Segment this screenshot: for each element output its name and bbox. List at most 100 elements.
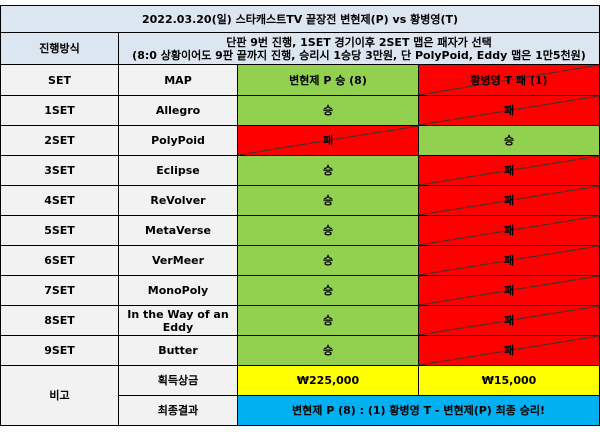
cell-text: 진행방식: [39, 42, 80, 55]
cell-text: 승: [322, 164, 334, 177]
cell-text: 패: [503, 254, 515, 267]
set-label: 4SET: [0, 185, 119, 216]
cell-text: 2022.03.20(일) 스타캐스트TV 끝장전 변현제(P) vs 황병영(…: [142, 12, 458, 26]
cell-text: Eclipse: [156, 164, 200, 177]
result: 패: [418, 245, 600, 276]
cell-text: 패: [503, 314, 515, 327]
set-row: 6SET VerMeer 승 패: [0, 245, 600, 276]
title-row: 2022.03.20(일) 스타캐스트TV 끝장전 변현제(P) vs 황병영(…: [0, 5, 600, 33]
map-name: VerMeer: [118, 245, 238, 276]
strike-line: [419, 276, 599, 305]
strike-line: [419, 186, 599, 215]
cell-text: Allegro: [155, 104, 201, 117]
strike-line: [419, 246, 599, 275]
cell-line: 단판 9번 진행, 1SET 경기이후 2SET 맵은 패자가 선택: [226, 35, 492, 49]
strike-line: [419, 306, 599, 335]
header-cell: 황병영 T 패 (1): [418, 64, 600, 96]
cell-text: 변현제 P 승 (8): [289, 73, 367, 87]
strike-line: [419, 65, 599, 95]
result: 패: [418, 95, 600, 126]
set-label: 2SET: [0, 125, 119, 156]
map-name: In the Way of an Eddy: [118, 305, 238, 336]
cell-text: 승: [322, 224, 334, 237]
result: 승: [237, 275, 419, 306]
result: 승: [237, 305, 419, 336]
header-cell: SET: [0, 64, 119, 96]
prize: ₩225,000: [237, 365, 419, 396]
result: 승: [237, 95, 419, 126]
result: 패: [418, 305, 600, 336]
strike: [419, 96, 599, 125]
strike-line: [419, 336, 599, 365]
cell-text: 승: [503, 134, 515, 147]
cell-text: 4SET: [44, 194, 75, 207]
strike: [419, 186, 599, 215]
cell-text: 최종결과: [157, 404, 199, 417]
cell-text: 패: [503, 164, 515, 177]
cell-text: 승: [322, 194, 334, 207]
strike: [419, 65, 599, 95]
strike: [419, 216, 599, 245]
cell-text: 패: [503, 104, 515, 117]
final-text: 변현제 P (8) : (1) 황병영 T - 변현제(P) 최종 승리!: [237, 395, 600, 426]
spreadsheet: 2022.03.20(일) 스타캐스트TV 끝장전 변현제(P) vs 황병영(…: [0, 5, 600, 426]
set-row: 3SET Eclipse 승 패: [0, 155, 600, 186]
rules-label: 진행방식: [0, 32, 119, 65]
cell-text: 승: [322, 104, 334, 117]
cell-text: 패: [322, 134, 334, 147]
header-cell: MAP: [118, 64, 238, 96]
cell-text: 3SET: [44, 164, 75, 177]
set-label: 8SET: [0, 305, 119, 336]
set-label: 9SET: [0, 335, 119, 366]
cell-text: ReVolver: [150, 194, 206, 207]
set-row: 1SET Allegro 승 패: [0, 95, 600, 126]
strike: [419, 336, 599, 365]
result: 승: [237, 335, 419, 366]
cell-text: 패: [503, 344, 515, 357]
cell-text: 7SET: [44, 284, 75, 297]
final-row: 최종결과 변현제 P (8) : (1) 황병영 T - 변현제(P) 최종 승리…: [1, 395, 600, 426]
cell-text: SET: [48, 73, 71, 87]
cell-text: 6SET: [44, 254, 75, 267]
result: 패: [237, 125, 419, 156]
cell-text: 승: [322, 254, 334, 267]
strike-line: [419, 216, 599, 245]
remark-label: 비고: [0, 365, 119, 426]
set-label: 1SET: [0, 95, 119, 126]
strike-line: [419, 96, 599, 125]
cell-text: 패: [503, 194, 515, 207]
strike: [419, 156, 599, 185]
map-name: MetaVerse: [118, 215, 238, 246]
set-row: 4SET ReVolver 승 패: [0, 185, 600, 216]
result: 패: [418, 275, 600, 306]
result: 승: [418, 125, 600, 156]
result: 승: [237, 155, 419, 186]
set-row: 5SET MetaVerse 승 패: [0, 215, 600, 246]
strike-line: [238, 126, 418, 155]
result: 승: [237, 215, 419, 246]
strike: [419, 246, 599, 275]
cell-text: MAP: [164, 73, 192, 87]
set-label: 5SET: [0, 215, 119, 246]
result: 패: [418, 185, 600, 216]
set-label: 3SET: [0, 155, 119, 186]
set-row: 8SET In the Way of an Eddy 승 패: [0, 305, 600, 336]
result: 패: [418, 215, 600, 246]
result-table: 2022.03.20(일) 스타캐스트TV 끝장전 변현제(P) vs 황병영(…: [0, 5, 600, 426]
result: 패: [418, 335, 600, 366]
result: 승: [237, 185, 419, 216]
cell-text: 패: [503, 224, 515, 237]
cell-text: 변현제 P (8) : (1) 황병영 T - 변현제(P) 최종 승리!: [292, 404, 545, 417]
cell-text: VerMeer: [151, 254, 205, 267]
cell-text: MetaVerse: [145, 224, 211, 237]
cell-text: 9SET: [44, 344, 75, 357]
set-row: 9SET Butter 승 패: [0, 335, 600, 366]
strike: [238, 126, 418, 155]
cell-text: 황병영 T 패 (1): [470, 73, 548, 87]
cell-text: 1SET: [44, 104, 75, 117]
map-name: MonoPoly: [118, 275, 238, 306]
map-name: ReVolver: [118, 185, 238, 216]
cell-text: 비고: [49, 389, 70, 402]
header-cell: 변현제 P 승 (8): [237, 64, 419, 96]
